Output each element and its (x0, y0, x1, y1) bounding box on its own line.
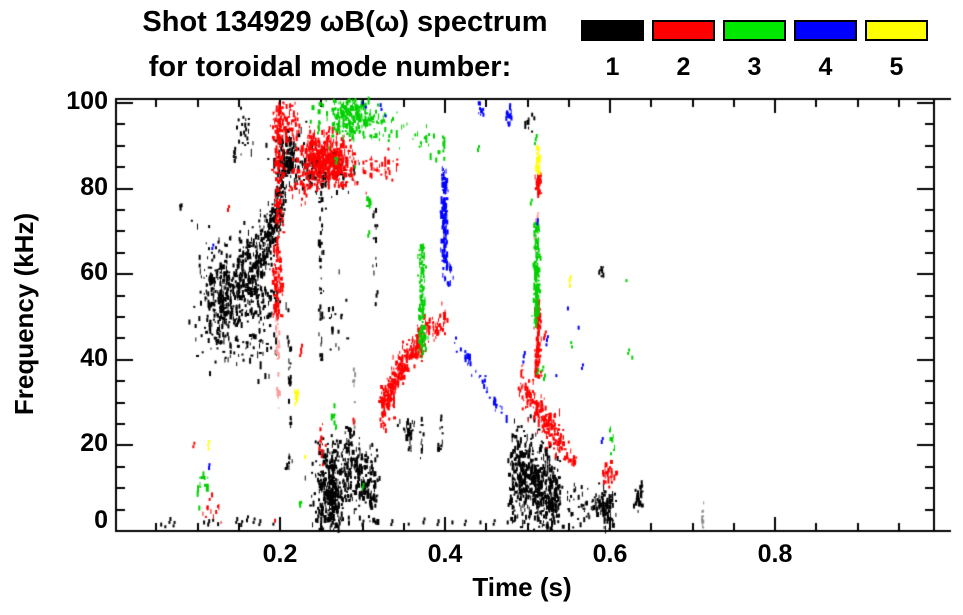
mode-legend: 1 2 3 4 5 (581, 20, 928, 80)
legend-color-swatch (581, 20, 644, 41)
y-tick-label-0: 0 (94, 506, 108, 534)
x-tick-label-0.8: 0.8 (757, 540, 793, 568)
y-axis-title: Frequency (kHz) (9, 212, 39, 416)
legend-color-swatch (865, 20, 928, 41)
x-axis-title: Time (s) (472, 572, 572, 602)
chart-title: Shot 134929 ωB(ω) spectrum (142, 6, 548, 38)
legend-color-swatch (652, 20, 715, 41)
y-tick-label-60: 60 (80, 258, 108, 287)
y-tick-label-40: 40 (80, 343, 108, 372)
y-tick-label-80: 80 (80, 172, 108, 201)
legend-mode-number: 2 (676, 53, 691, 81)
x-tick-label-0.4: 0.4 (427, 540, 463, 568)
legend-item-mode-3: 3 (723, 20, 786, 80)
legend-color-swatch (723, 20, 786, 41)
legend-item-mode-5: 5 (865, 20, 928, 80)
legend-item-mode-2: 2 (652, 20, 715, 80)
legend-item-mode-1: 1 (581, 20, 644, 80)
x-tick-label-0.6: 0.6 (592, 540, 628, 568)
legend-mode-number: 1 (605, 53, 620, 81)
legend-color-swatch (794, 20, 857, 41)
legend-item-mode-4: 4 (794, 20, 857, 80)
legend-mode-number: 4 (818, 53, 833, 81)
x-tick-label-0.2: 0.2 (262, 540, 298, 568)
chart-subtitle: for toroidal mode number: (148, 51, 512, 83)
legend-mode-number: 5 (889, 53, 904, 81)
y-tick-label-100: 100 (66, 87, 108, 115)
y-tick-label-20: 20 (80, 429, 108, 458)
legend-mode-number: 3 (747, 53, 762, 81)
